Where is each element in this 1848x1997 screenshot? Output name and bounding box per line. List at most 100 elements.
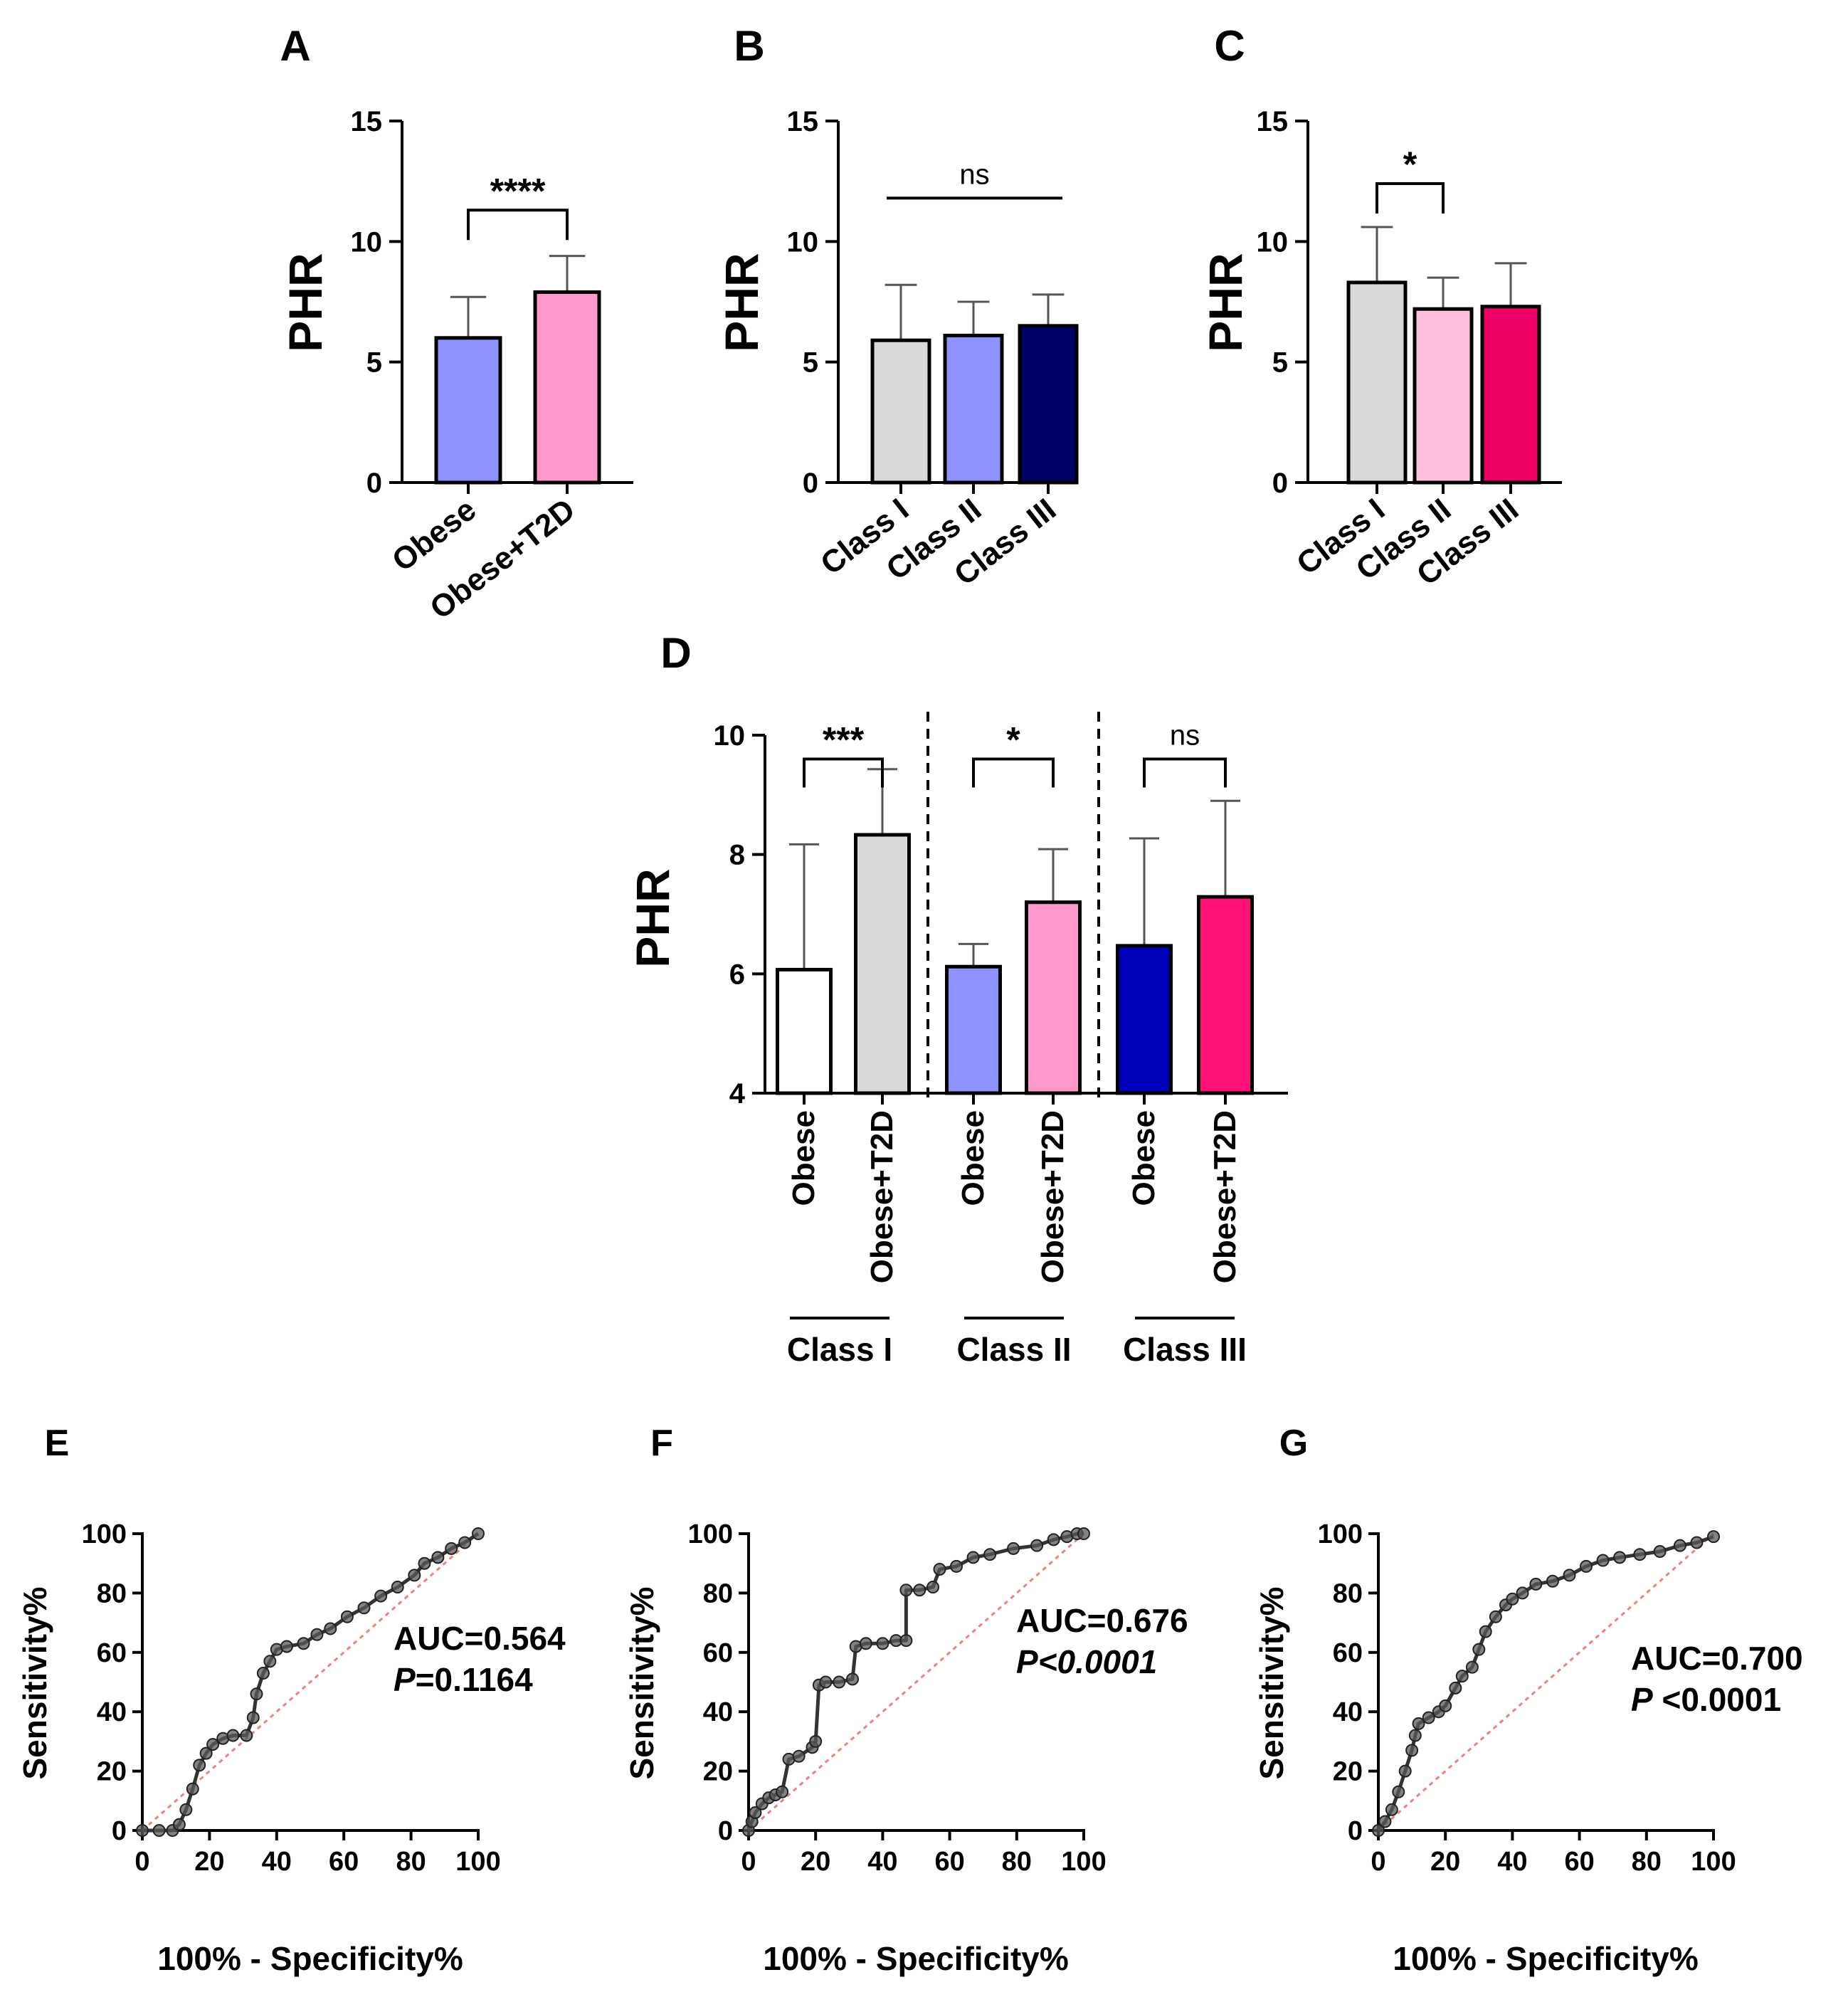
x-tick-label: 20 — [1430, 1847, 1460, 1877]
roc-point — [1077, 1527, 1090, 1540]
roc-point — [1653, 1545, 1667, 1559]
y-tick-label: 80 — [1333, 1579, 1363, 1608]
roc-point — [1412, 1717, 1425, 1730]
roc-point — [1408, 1729, 1422, 1742]
roc-point — [1690, 1536, 1704, 1549]
y-tick-label: 80 — [97, 1579, 127, 1608]
y-axis-label: PHR — [1199, 253, 1252, 352]
roc-point — [1546, 1574, 1559, 1588]
auc-label: AUC=0.700 — [1631, 1640, 1803, 1677]
roc-point — [172, 1818, 186, 1831]
x-tick-label: Obese+T2D — [1035, 1110, 1070, 1283]
panel-label: B — [734, 22, 764, 70]
y-tick-label: 100 — [1318, 1519, 1363, 1549]
roc-point — [179, 1803, 193, 1816]
y-axis-label: PHR — [279, 253, 332, 352]
roc-point — [193, 1759, 206, 1772]
roc-point — [792, 1749, 806, 1763]
y-tick-label: 60 — [1333, 1638, 1363, 1668]
bar — [943, 333, 1004, 485]
reference-diagonal — [142, 1532, 479, 1832]
y-tick-label: 0 — [112, 1816, 127, 1846]
roc-point — [152, 1824, 166, 1837]
roc-point — [983, 1548, 997, 1561]
bar — [854, 833, 911, 1095]
roc-point — [1372, 1824, 1385, 1837]
roc-point — [340, 1610, 354, 1623]
roc-point — [1385, 1803, 1398, 1816]
group-label: Class I — [787, 1331, 892, 1368]
roc-point — [374, 1589, 388, 1603]
roc-point — [1580, 1559, 1593, 1573]
roc-point — [310, 1628, 324, 1641]
bar — [1197, 895, 1254, 1095]
roc-point — [1506, 1592, 1519, 1606]
x-tick-label: 80 — [1632, 1847, 1662, 1877]
y-tick-label: 15 — [1257, 106, 1289, 137]
chart-f: F Sensitivity% 100% - Specificity% 0 20 40 60 8… — [623, 1423, 1188, 1977]
y-axis-label: Sensitivity% — [1253, 1587, 1290, 1780]
x-tick-label: 40 — [262, 1847, 292, 1877]
roc-point — [418, 1556, 431, 1570]
roc-point — [933, 1563, 946, 1576]
significance-label: ns — [959, 159, 989, 190]
roc-point — [819, 1675, 833, 1689]
bar — [1480, 305, 1541, 485]
bar — [1025, 900, 1082, 1095]
roc-point — [899, 1584, 913, 1597]
reference-diagonal — [1378, 1532, 1714, 1832]
p-symbol: P — [1016, 1643, 1038, 1680]
x-tick-label: 60 — [1564, 1847, 1594, 1877]
panel-label: E — [45, 1423, 70, 1464]
y-tick-label: 15 — [787, 106, 819, 137]
roc-point — [1007, 1542, 1020, 1555]
bar — [776, 967, 833, 1095]
y-tick-label: 5 — [366, 347, 382, 379]
panel-label: A — [280, 22, 310, 70]
roc-point — [250, 1687, 263, 1701]
reference-diagonal — [748, 1532, 1084, 1832]
y-tick-label: 10 — [787, 226, 819, 258]
roc-point — [263, 1655, 277, 1668]
y-tick-label: 0 — [366, 468, 382, 499]
roc-point — [1472, 1643, 1486, 1656]
roc-point — [1422, 1711, 1435, 1724]
x-tick-label: 60 — [329, 1847, 359, 1877]
group-label: Class II — [956, 1331, 1071, 1368]
x-tick-label: Obese+T2D — [1208, 1110, 1242, 1283]
y-tick-label: 6 — [729, 959, 745, 990]
significance-bracket — [972, 757, 1055, 788]
y-tick-label: 40 — [703, 1697, 733, 1727]
roc-point — [136, 1824, 149, 1837]
roc-point — [280, 1640, 293, 1653]
y-tick-label: 20 — [97, 1757, 127, 1787]
bar — [1346, 280, 1408, 485]
p-value: <0.0001 — [1653, 1681, 1781, 1718]
y-axis-label: PHR — [715, 253, 768, 352]
p-value: =0.1164 — [416, 1661, 533, 1698]
y-tick-label: 60 — [97, 1638, 127, 1668]
bar — [533, 290, 601, 485]
auc-label: AUC=0.564 — [394, 1620, 566, 1657]
roc-point — [391, 1581, 404, 1594]
roc-point — [1398, 1764, 1412, 1778]
panel-label: C — [1214, 22, 1245, 70]
roc-point — [846, 1672, 860, 1686]
roc-point — [357, 1601, 371, 1615]
y-tick-label: 0 — [1348, 1816, 1363, 1846]
bar — [1018, 324, 1079, 485]
roc-point — [859, 1637, 872, 1650]
roc-point — [1489, 1610, 1502, 1623]
panel-label: D — [660, 629, 691, 677]
y-tick-label: 10 — [714, 720, 746, 752]
roc-point — [206, 1738, 220, 1751]
p-value-label: P<0.0001 — [1016, 1643, 1157, 1680]
significance-label: **** — [490, 171, 546, 211]
y-tick-label: 0 — [803, 468, 818, 499]
x-tick-label: 60 — [934, 1847, 964, 1877]
roc-point — [1047, 1533, 1060, 1547]
x-axis-label: 100% - Specificity% — [763, 1940, 1069, 1977]
roc-point — [950, 1559, 963, 1573]
